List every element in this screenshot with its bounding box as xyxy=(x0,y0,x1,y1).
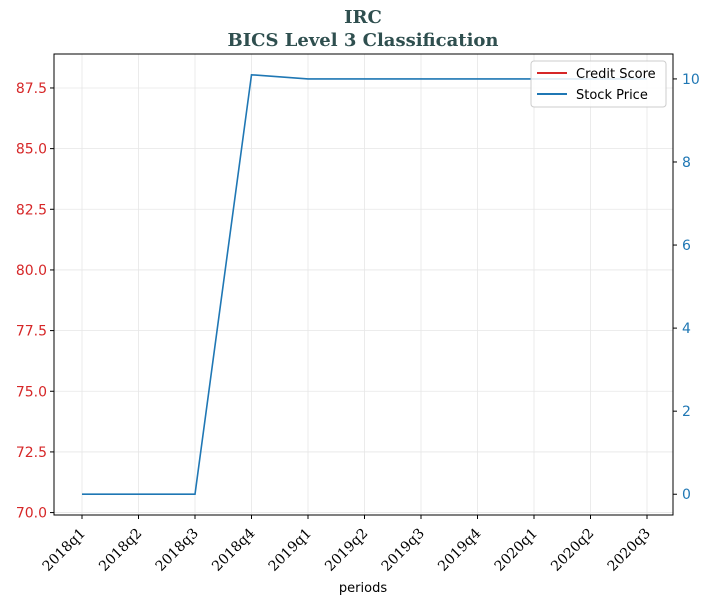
gridlines xyxy=(54,54,673,515)
left-tick-label: 82.5 xyxy=(16,202,47,218)
x-tick-label: 2019q2 xyxy=(322,526,371,575)
left-tick-label: 70.0 xyxy=(16,506,47,522)
x-tick-label: 2020q1 xyxy=(492,526,541,575)
right-tick-label: 0 xyxy=(682,487,691,503)
legend-label-stock-price: Stock Price xyxy=(576,88,648,103)
x-tick-label: 2018q2 xyxy=(96,526,145,575)
x-tick-label: 2019q3 xyxy=(379,526,428,575)
chart-title: IRC xyxy=(344,7,382,28)
right-tick-label: 6 xyxy=(682,238,691,254)
chart-subtitle: BICS Level 3 Classification xyxy=(227,30,498,51)
legend: Credit Score Stock Price xyxy=(530,60,667,108)
right-tick-label: 4 xyxy=(682,321,691,337)
x-axis-label: periods xyxy=(339,581,387,596)
x-axis-ticks: 2018q1 2018q2 2018q3 2018q4 2019q1 2019q2 2019… xyxy=(40,515,654,575)
right-axis-ticks: 0 2 4 6 8 10 xyxy=(673,72,700,503)
x-tick-label: 2019q1 xyxy=(266,526,315,575)
left-tick-label: 72.5 xyxy=(16,445,47,461)
right-tick-label: 2 xyxy=(682,404,691,420)
x-tick-label: 2019q4 xyxy=(435,525,484,574)
x-tick-label: 2018q3 xyxy=(153,526,202,575)
left-tick-label: 85.0 xyxy=(16,142,47,158)
right-tick-label: 8 xyxy=(682,155,691,171)
left-tick-label: 75.0 xyxy=(16,384,47,400)
x-tick-label: 2018q1 xyxy=(40,526,89,575)
x-tick-label: 2018q4 xyxy=(209,525,258,574)
left-tick-label: 80.0 xyxy=(16,263,47,279)
x-tick-label: 2020q3 xyxy=(605,526,654,575)
left-tick-label: 87.5 xyxy=(16,81,47,97)
left-tick-label: 77.5 xyxy=(16,324,47,340)
plot-frame xyxy=(53,53,674,516)
right-tick-label: 10 xyxy=(682,72,700,88)
x-tick-label: 2020q2 xyxy=(548,526,597,575)
left-axis-ticks: 70.0 72.5 75.0 77.5 80.0 82.5 85.0 87.5 xyxy=(16,81,54,522)
legend-label-credit-score: Credit Score xyxy=(576,67,656,82)
